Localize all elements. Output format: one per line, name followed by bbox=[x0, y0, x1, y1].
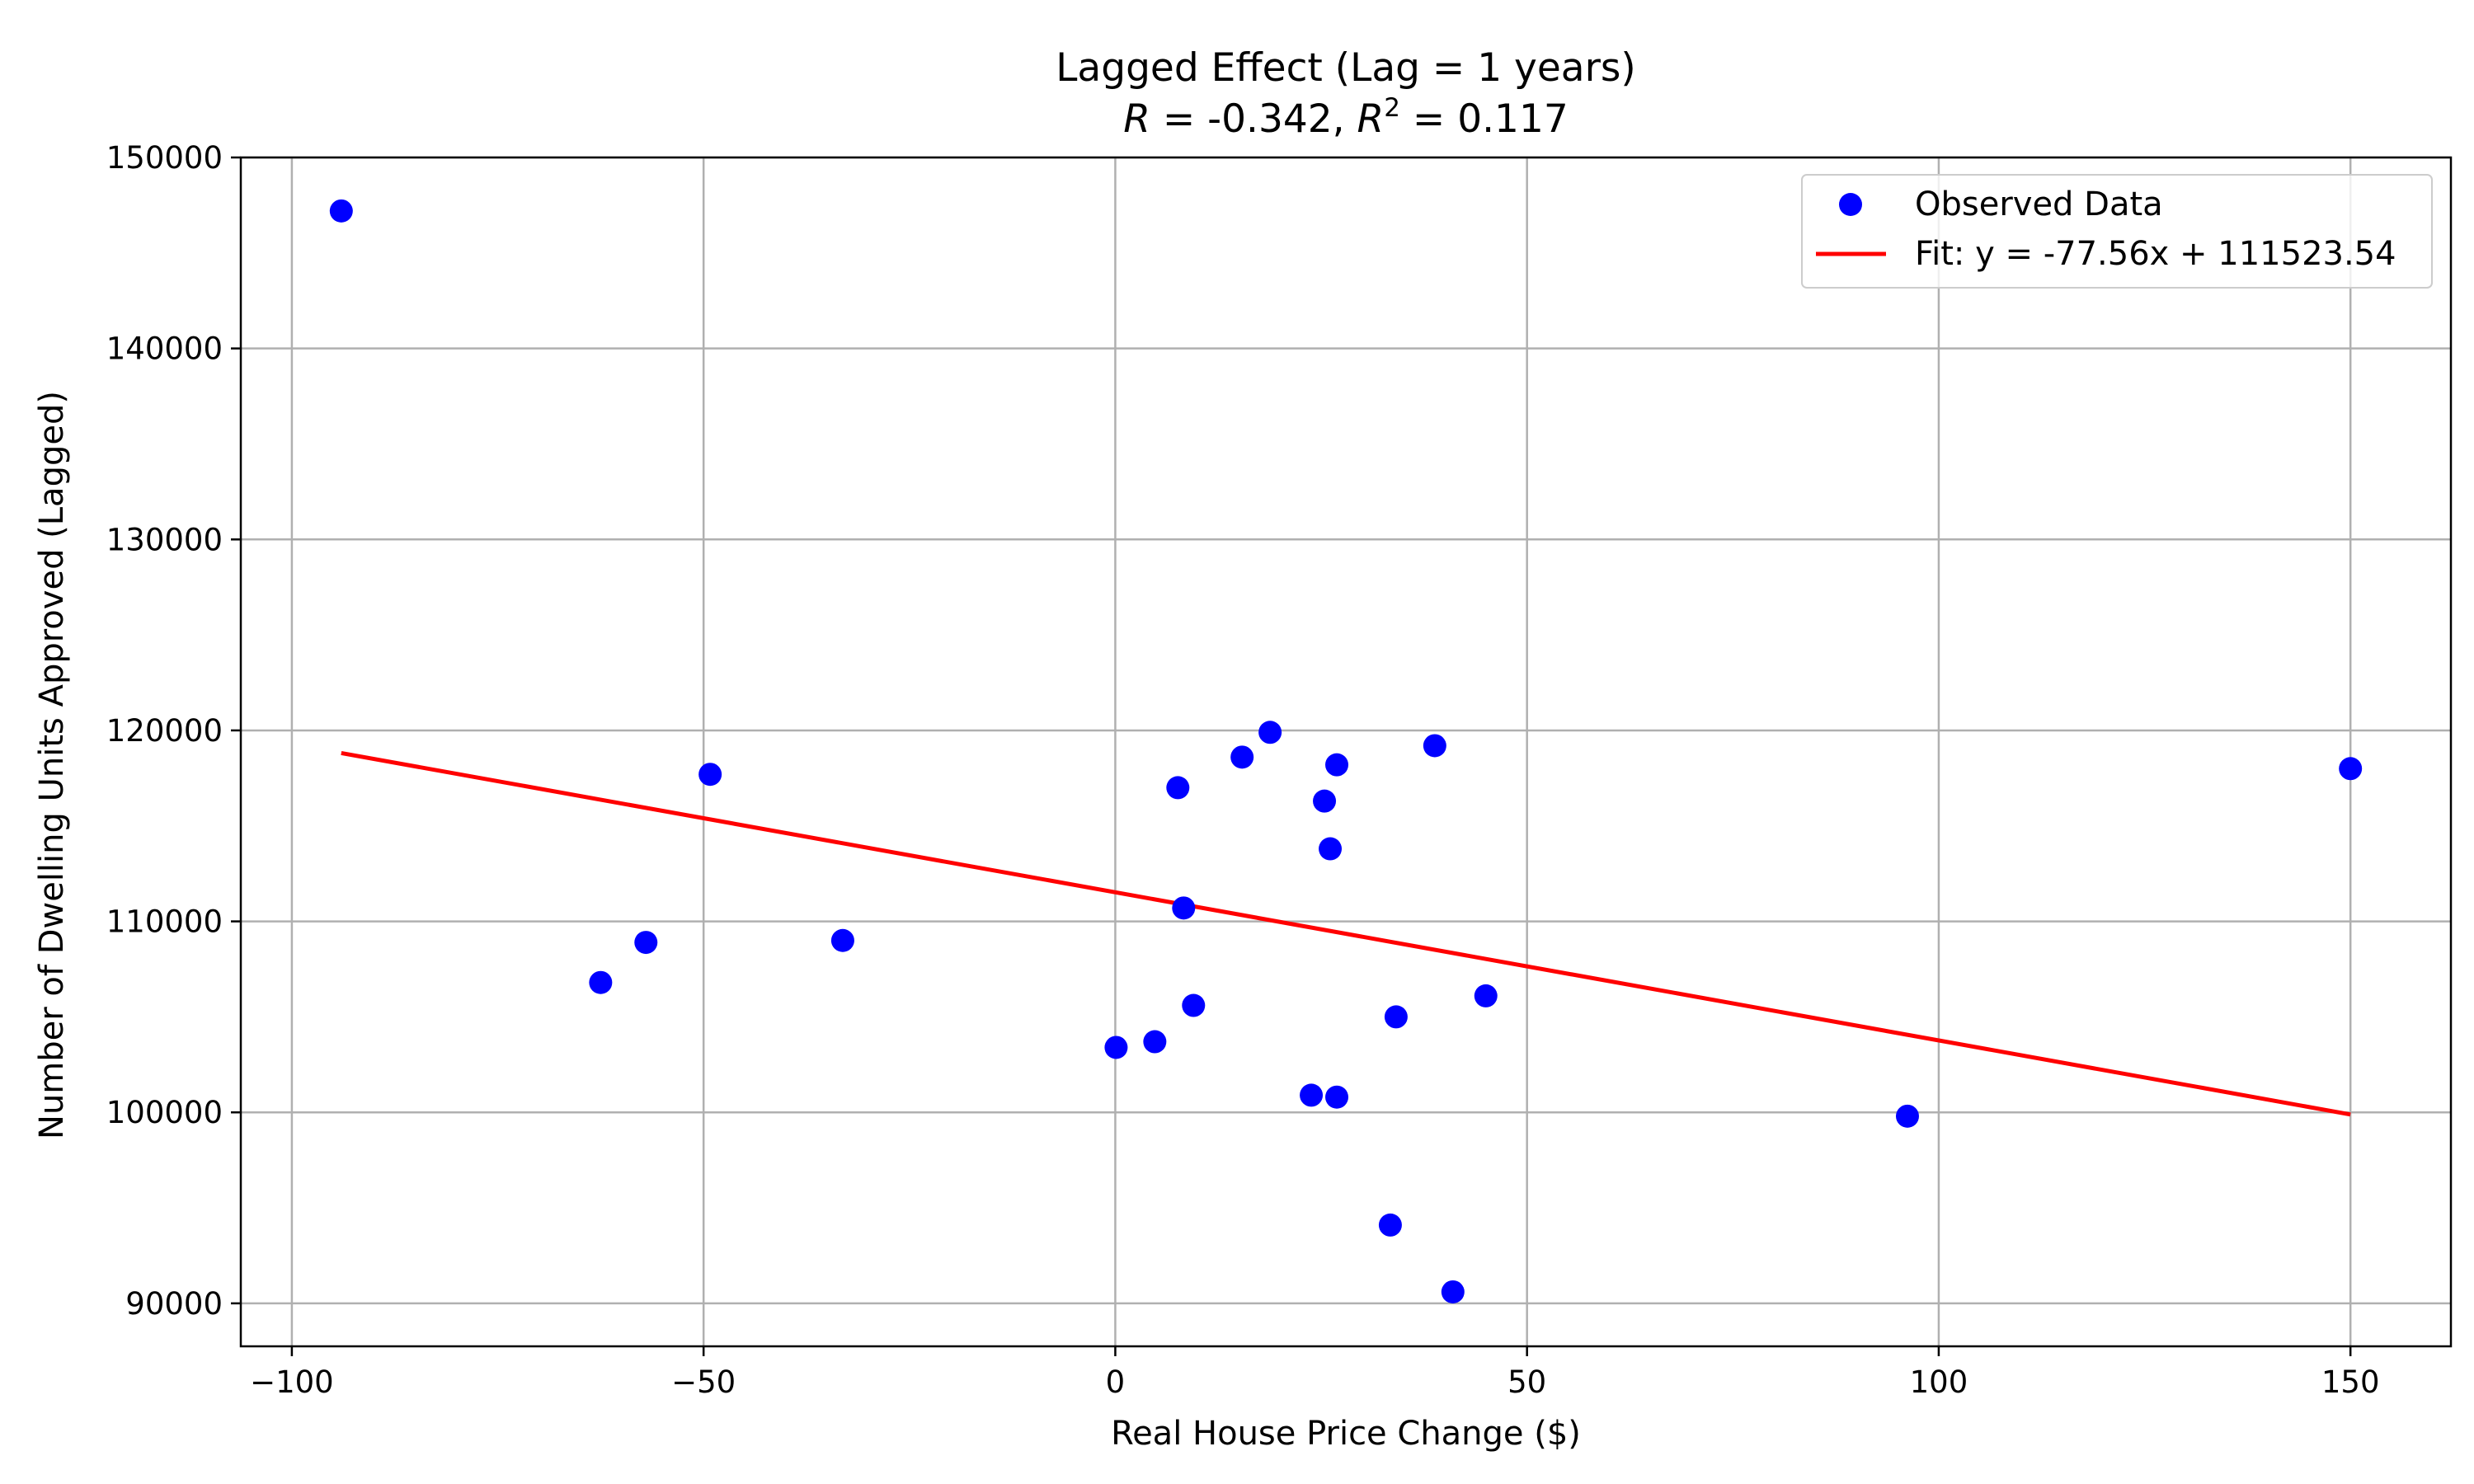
data-point bbox=[1172, 896, 1196, 920]
data-point bbox=[589, 970, 613, 994]
legend-scatter-marker bbox=[1839, 193, 1862, 216]
legend-box bbox=[1801, 174, 2433, 289]
y-tick-label: 150000 bbox=[106, 140, 223, 176]
plot-area bbox=[329, 199, 2363, 1303]
x-tick-label: −50 bbox=[671, 1364, 736, 1400]
subtitle-r-value: = -0.342, bbox=[1150, 96, 1357, 142]
data-point bbox=[1104, 1036, 1128, 1059]
data-point bbox=[1325, 1085, 1349, 1109]
data-point bbox=[1313, 789, 1337, 813]
axes-frame bbox=[239, 156, 2453, 1348]
data-point bbox=[1423, 734, 1446, 758]
data-point bbox=[1319, 837, 1343, 861]
x-tick-label: 100 bbox=[1910, 1364, 1968, 1400]
data-point bbox=[1474, 984, 1498, 1007]
x-tick-label: 0 bbox=[1106, 1364, 1126, 1400]
data-point bbox=[329, 199, 353, 223]
y-axis-label: Number of Dwelling Units Approved (Lagge… bbox=[33, 391, 71, 1139]
data-point bbox=[1258, 721, 1282, 744]
data-point bbox=[1325, 753, 1349, 777]
legend-entry-observed: Observed Data bbox=[1915, 186, 2163, 223]
y-tick-label: 140000 bbox=[106, 331, 223, 367]
grid-lines bbox=[241, 156, 2451, 1346]
data-point bbox=[1378, 1213, 1402, 1237]
data-point bbox=[1384, 1005, 1408, 1029]
x-tick-label: 50 bbox=[1507, 1364, 1546, 1400]
data-point bbox=[1230, 745, 1254, 769]
y-tick-label: 100000 bbox=[106, 1095, 223, 1130]
chart-subtitle: R = -0.342, R2 = 0.117 bbox=[1123, 93, 1569, 142]
y-tick-label: 110000 bbox=[106, 904, 223, 940]
data-point bbox=[1182, 993, 1206, 1017]
y-tick-label: 120000 bbox=[106, 713, 223, 749]
subtitle-r2-value: = 0.117 bbox=[1400, 96, 1569, 142]
data-point bbox=[698, 763, 722, 787]
legend: Observed Data Fit: y = -77.56x + 111523.… bbox=[1801, 174, 2433, 289]
y-tick-label: 130000 bbox=[106, 522, 223, 557]
x-axis-label: Real House Price Change ($) bbox=[1111, 1415, 1581, 1453]
data-point bbox=[830, 928, 854, 952]
data-point bbox=[1441, 1280, 1465, 1303]
y-tick-label: 90000 bbox=[125, 1286, 223, 1322]
subtitle-r2-exponent: 2 bbox=[1384, 93, 1400, 123]
data-point bbox=[2339, 757, 2363, 781]
data-point bbox=[1166, 776, 1190, 800]
chart-title: Lagged Effect (Lag = 1 years) bbox=[1056, 45, 1636, 91]
fit-line bbox=[341, 750, 2351, 1117]
subtitle-r2-symbol: R bbox=[1357, 96, 1385, 142]
data-point bbox=[1300, 1083, 1324, 1107]
x-tick-label: 150 bbox=[2321, 1364, 2380, 1400]
data-point bbox=[1895, 1104, 1919, 1128]
axis-ticks: −100 −50 0 50 100 150 90000 100000 110000 120000 1… bbox=[106, 140, 2380, 1400]
data-point bbox=[1143, 1030, 1167, 1054]
x-tick-label: −100 bbox=[250, 1364, 334, 1400]
data-point bbox=[634, 931, 658, 955]
legend-entry-fit: Fit: y = -77.56x + 111523.54 bbox=[1915, 235, 2396, 273]
subtitle-r-symbol: R bbox=[1123, 96, 1150, 142]
